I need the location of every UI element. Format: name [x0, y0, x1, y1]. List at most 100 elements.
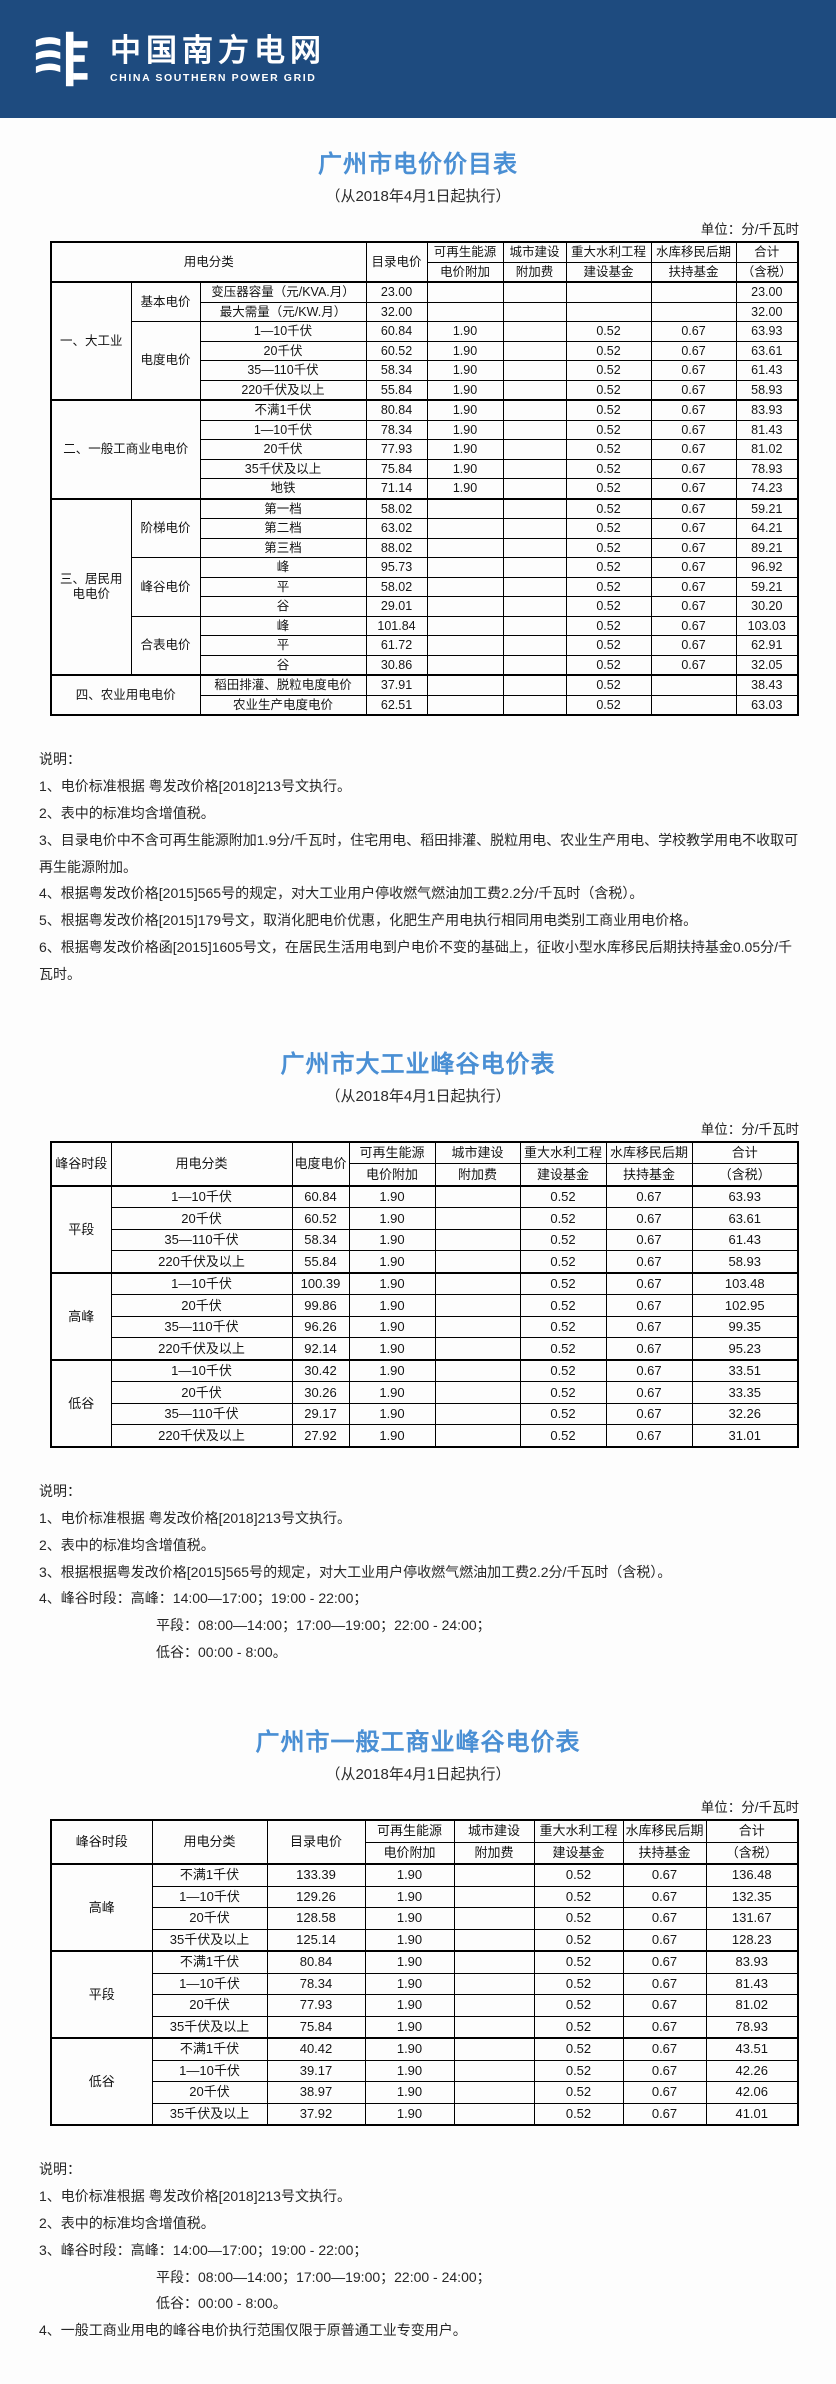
cell: 不满1千伏 — [151, 1863, 268, 1887]
brand-name: 中国南方电网 — [110, 33, 326, 69]
cell: 0.52 — [565, 497, 652, 519]
cell: 58.34 — [291, 1228, 350, 1252]
cell: 不满1千伏 — [199, 399, 367, 421]
cell — [650, 301, 737, 322]
table-row: 35千伏及以上 75.84 1.90 0.52 0.67 78.93 — [51, 2015, 799, 2039]
header-cell: 水库移民后期 — [622, 1819, 707, 1843]
cell: 0.52 — [565, 478, 652, 499]
table2-unit-label: 单位：分/千瓦时 — [700, 1121, 799, 1137]
cell: 38.97 — [266, 2081, 366, 2104]
cell — [502, 439, 567, 460]
cell: 220千伏及以上 — [199, 379, 367, 401]
header-cell: 合计 — [735, 241, 799, 263]
table-row: 1—10千伏 129.26 1.90 0.52 0.67 132.35 — [51, 1885, 799, 1908]
cell: 29.01 — [365, 596, 428, 617]
cell — [502, 557, 567, 578]
note-line: 低谷：00:00 - 8:00。 — [156, 2295, 287, 2312]
cell: 0.67 — [622, 2102, 707, 2126]
cell — [502, 340, 567, 361]
cell — [426, 694, 504, 716]
cell — [453, 1972, 535, 1995]
header-cell: 扶持基金 — [605, 1163, 693, 1187]
cell: 60.52 — [291, 1207, 350, 1230]
cell — [434, 1207, 521, 1230]
table1-title: 广州市电价价目表 — [318, 151, 518, 178]
cell: 1.90 — [426, 379, 504, 401]
cell: 71.14 — [365, 478, 428, 499]
table-row: 三、居民用电电价 阶梯电价 第一档 58.02 0.52 0.67 59.21 — [50, 497, 799, 676]
cell: 0.52 — [565, 674, 652, 696]
cell: 1—10千伏 — [151, 1972, 268, 1995]
top-banner: 中国南方电网 CHINA SOUTHERN POWER GRID — [0, 0, 836, 118]
header-cell: 建设基金 — [533, 1841, 624, 1865]
cell: 0.52 — [519, 1381, 607, 1404]
notes-title: 说明： — [39, 751, 81, 767]
cell — [502, 674, 567, 696]
table-row: 35—110千伏 96.26 1.90 0.52 0.67 99.35 — [51, 1315, 799, 1339]
cell — [453, 1885, 535, 1908]
cell: 27.92 — [291, 1424, 350, 1448]
cell — [502, 654, 567, 676]
table-row: 合表电价峰 101.84 0.52 0.67 103.03 — [51, 615, 799, 676]
table2-header: 峰谷时段 用电分类 电度电价 可再生能源 城市建设 重大水利工程 水库移民后期 合计 电价附加附… — [50, 1141, 799, 1187]
header-cell: 城市建设 — [434, 1141, 521, 1165]
table3-title: 广州市一般工商业峰谷电价表 — [255, 1729, 581, 1756]
cell — [453, 1928, 535, 1952]
cell: 1.90 — [348, 1424, 436, 1448]
cell: 0.67 — [622, 1994, 707, 2017]
header-cell: （含税） — [691, 1163, 799, 1187]
cell — [434, 1424, 521, 1448]
header-cell: 可再生能源 — [364, 1819, 455, 1843]
cell: 132.35 — [705, 1885, 799, 1908]
cell: 0.67 — [622, 1863, 707, 1887]
table-row: 电价附加 附加费 建设基金 扶持基金 （含税） — [51, 261, 799, 283]
cell: 1.90 — [426, 399, 504, 421]
table-row: 平段 不满1千伏 80.84 1.90 0.52 0.67 83.93 — [50, 1950, 799, 2039]
cell: 0.67 — [622, 2015, 707, 2039]
cell: 20千伏 — [199, 439, 367, 460]
cell: 1.90 — [364, 1907, 455, 1930]
cell: 80.84 — [266, 1950, 366, 1974]
header-cell: （含税） — [705, 1841, 799, 1865]
table-row: 35千伏及以上 125.14 1.90 0.52 0.67 128.23 — [51, 1928, 799, 1952]
cell: 78.93 — [735, 458, 799, 479]
cell: 阶梯电价 — [130, 497, 201, 558]
table-row: 峰谷时段 用电分类 目录电价 可再生能源 城市建设 重大水利工程 水库移民后期 合计 — [50, 1819, 799, 1865]
header-cell: 水库移民后期 — [605, 1141, 693, 1165]
cell: 0.67 — [622, 1907, 707, 1930]
price-table-2: 峰谷时段 用电分类 电度电价 可再生能源 城市建设 重大水利工程 水库移民后期 合计 电价附加附… — [50, 1140, 799, 1448]
cell: 32.05 — [735, 654, 799, 676]
cell: 1.90 — [348, 1184, 436, 1209]
cell: 0.52 — [565, 537, 652, 558]
cell: 0.52 — [533, 1950, 624, 1974]
cell — [502, 399, 567, 421]
cell: 1.90 — [348, 1315, 436, 1339]
table1-header: 用电分类 目录电价 可再生能源 城市建设 重大水利工程 水库移民后期 合计 电价附加 附加费 建设… — [50, 241, 799, 283]
price-table-3: 峰谷时段 用电分类 目录电价 可再生能源 城市建设 重大水利工程 水库移民后期 合计 电价附加附… — [50, 1819, 799, 2126]
table-row: 35—110千伏 29.17 1.90 0.52 0.67 32.26 — [51, 1402, 799, 1426]
table-row: 第二档 63.02 0.52 0.67 64.21 — [51, 518, 799, 539]
cell — [502, 694, 567, 716]
cell: 1—10千伏 — [110, 1271, 293, 1296]
cell: 20千伏 — [151, 2081, 268, 2104]
note-line: 4、一般工商业用电的峰谷电价执行范围仅限于原普通工业专变用户。 — [39, 2322, 467, 2339]
cell: 80.84 — [365, 399, 428, 421]
cell: 0.67 — [650, 458, 737, 479]
cell: 35—110千伏 — [110, 1402, 293, 1426]
cell: 1.90 — [426, 321, 504, 342]
cell: 第一档 — [199, 497, 367, 519]
cell: 59.21 — [735, 576, 799, 597]
cell: 0.67 — [650, 439, 737, 460]
cell: 0.67 — [650, 360, 737, 381]
cell — [502, 635, 567, 656]
cell: 37.92 — [266, 2102, 366, 2126]
cell: 61.43 — [691, 1228, 799, 1252]
cell: 0.52 — [565, 379, 652, 401]
cell: 43.51 — [705, 2037, 799, 2061]
cell: 136.48 — [705, 1863, 799, 1887]
header-cell: 城市建设 — [502, 241, 567, 263]
cell: 0.52 — [519, 1207, 607, 1230]
cell: 第二档 — [199, 518, 367, 539]
cell: 0.52 — [565, 321, 652, 342]
cell: 0.52 — [565, 615, 652, 636]
